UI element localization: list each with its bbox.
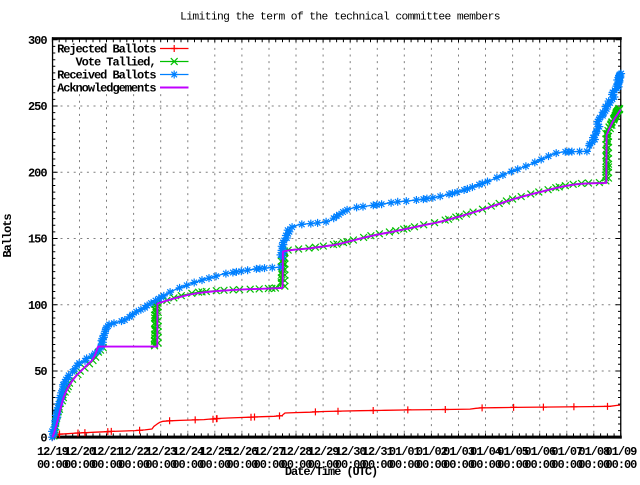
svg-text:Vote Tallied,: Vote Tallied, [76, 56, 156, 70]
svg-text:12/30: 12/30 [335, 445, 367, 459]
svg-text:12/26: 12/26 [227, 445, 259, 459]
svg-text:00:00: 00:00 [524, 458, 556, 472]
svg-text:12/21: 12/21 [91, 445, 123, 459]
svg-text:Limiting the term of the techn: Limiting the term of the technical commi… [180, 12, 500, 24]
svg-text:01/09: 01/09 [606, 445, 638, 459]
svg-text:00:00: 00:00 [470, 458, 502, 472]
svg-text:12/27: 12/27 [254, 445, 286, 459]
svg-text:00:00: 00:00 [227, 458, 259, 472]
svg-text:100: 100 [28, 299, 47, 313]
svg-text:Acknowledgements: Acknowledgements [57, 82, 156, 96]
svg-text:0: 0 [40, 431, 47, 445]
svg-text:Received Ballots: Received Ballots [57, 69, 156, 83]
svg-text:00:00: 00:00 [335, 458, 367, 472]
svg-text:Date/Time (UTC): Date/Time (UTC) [285, 465, 377, 479]
svg-text:01/02: 01/02 [416, 445, 448, 459]
svg-text:12/23: 12/23 [145, 445, 177, 459]
svg-text:00:00: 00:00 [606, 458, 638, 472]
svg-text:00:00: 00:00 [443, 458, 475, 472]
svg-text:12/20: 12/20 [64, 445, 96, 459]
svg-text:00:00: 00:00 [199, 458, 231, 472]
svg-text:00:00: 00:00 [416, 458, 448, 472]
svg-text:12/25: 12/25 [199, 445, 231, 459]
svg-text:12/22: 12/22 [118, 445, 150, 459]
svg-text:01/05: 01/05 [497, 445, 529, 459]
svg-text:12/24: 12/24 [172, 445, 204, 459]
svg-text:01/08: 01/08 [578, 445, 610, 459]
svg-text:00:00: 00:00 [254, 458, 286, 472]
svg-text:200: 200 [28, 166, 47, 180]
svg-text:Rejected Ballots: Rejected Ballots [57, 43, 156, 57]
svg-text:00:00: 00:00 [145, 458, 177, 472]
svg-text:00:00: 00:00 [172, 458, 204, 472]
svg-text:12/31: 12/31 [362, 445, 394, 459]
svg-text:01/01: 01/01 [389, 445, 421, 459]
svg-text:00:00: 00:00 [281, 458, 313, 472]
svg-text:01/03: 01/03 [443, 445, 475, 459]
svg-text:12/19: 12/19 [37, 445, 69, 459]
svg-text:00:00: 00:00 [578, 458, 610, 472]
svg-text:01/04: 01/04 [470, 445, 502, 459]
svg-text:00:00: 00:00 [118, 458, 150, 472]
svg-text:00:00: 00:00 [389, 458, 421, 472]
svg-text:250: 250 [28, 100, 47, 114]
svg-text:00:00: 00:00 [64, 458, 96, 472]
svg-text:12/28: 12/28 [281, 445, 313, 459]
svg-text:01/06: 01/06 [524, 445, 556, 459]
svg-text:00:00: 00:00 [91, 458, 123, 472]
svg-text:00:00: 00:00 [497, 458, 529, 472]
svg-text:Ballots: Ballots [1, 214, 15, 258]
svg-text:00:00: 00:00 [37, 458, 69, 472]
svg-text:00:00: 00:00 [308, 458, 340, 472]
svg-text:50: 50 [34, 365, 47, 379]
svg-text:150: 150 [28, 233, 47, 247]
svg-text:01/07: 01/07 [551, 445, 583, 459]
svg-text:00:00: 00:00 [362, 458, 394, 472]
svg-text:12/29: 12/29 [308, 445, 340, 459]
svg-text:300: 300 [28, 34, 47, 48]
svg-text:00:00: 00:00 [551, 458, 583, 472]
